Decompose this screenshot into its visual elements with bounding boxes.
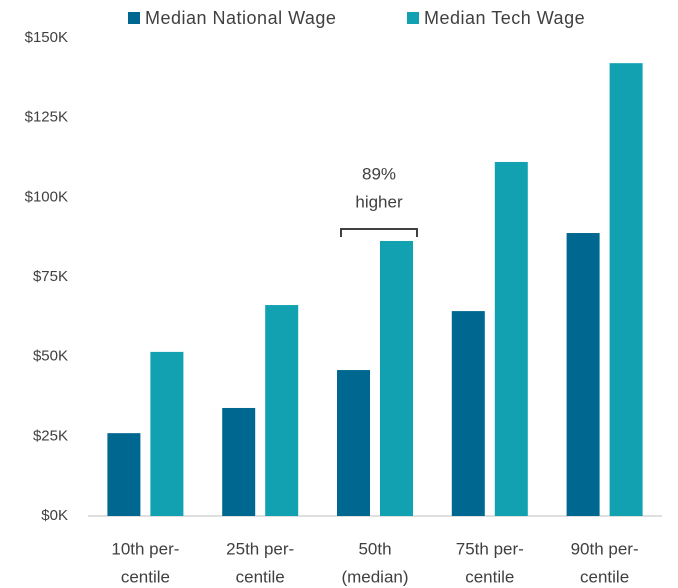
y-tick-label: $150K [25, 29, 68, 46]
bar [265, 305, 299, 516]
x-tick-label: (median) [341, 567, 408, 586]
annotation: 89% [362, 164, 396, 183]
x-tick-label: 75th per- [456, 539, 524, 558]
x-tick-label: 50th [358, 539, 391, 558]
legend-label: Median Tech Wage [424, 8, 585, 28]
y-tick-label: $125K [25, 109, 68, 126]
x-tick-label: 10th per- [111, 539, 179, 558]
bar [609, 63, 643, 516]
x-tick-label: 25th per- [226, 539, 294, 558]
bar [107, 433, 141, 516]
bar [566, 233, 600, 517]
x-tick-label: centile [236, 567, 285, 586]
y-tick-label: $100K [25, 188, 68, 205]
legend-swatch [407, 12, 419, 24]
x-tick-label: 90th per- [571, 539, 639, 558]
x-tick-label: centile [121, 567, 170, 586]
y-tick-label: $0K [41, 507, 68, 524]
x-tick-label: centile [465, 567, 514, 586]
bar [150, 351, 184, 516]
y-tick-label: $75K [33, 268, 68, 285]
bracket [340, 227, 418, 237]
y-tick-label: $50K [33, 348, 68, 365]
bar [494, 161, 528, 516]
annotation: higher [355, 192, 403, 211]
bar [380, 240, 413, 516]
legend-label: Median National Wage [145, 8, 336, 28]
y-tick-label: $25K [33, 427, 68, 444]
bar [451, 311, 485, 516]
bar [222, 407, 256, 516]
bar [337, 370, 370, 516]
legend-swatch [128, 12, 140, 24]
x-tick-label: centile [580, 567, 629, 586]
